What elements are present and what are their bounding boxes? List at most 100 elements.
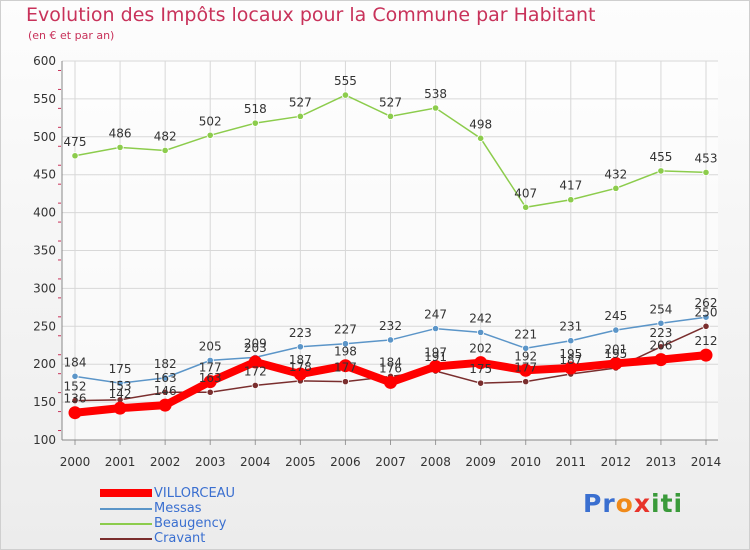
legend-swatch-cravant xyxy=(100,538,152,540)
data-label-messas: 247 xyxy=(424,308,447,322)
data-label-messas: 254 xyxy=(649,302,672,316)
data-point-villorceau xyxy=(519,363,533,377)
legend-label-cravant: Cravant xyxy=(154,531,206,546)
data-point-beaugency xyxy=(116,143,124,152)
data-point-beaugency xyxy=(251,119,259,127)
data-point-messas xyxy=(206,356,214,365)
data-point-villorceau xyxy=(338,359,352,373)
data-point-cravant xyxy=(522,378,530,386)
data-label-beaugency: 518 xyxy=(244,102,267,116)
data-point-villorceau xyxy=(158,398,172,412)
y-tick-label: 500 xyxy=(33,130,56,144)
data-point-beaugency xyxy=(296,112,304,120)
data-label-cravant: 163 xyxy=(154,371,177,385)
data-label-cravant: 187 xyxy=(559,353,582,367)
data-label-cravant: 175 xyxy=(469,362,492,376)
data-label-beaugency: 527 xyxy=(289,95,312,109)
data-label-beaugency: 527 xyxy=(379,95,402,109)
data-label-villorceau: 146 xyxy=(154,384,177,398)
data-label-cravant: 250 xyxy=(695,305,718,319)
data-label-villorceau: 206 xyxy=(649,339,672,353)
data-point-messas xyxy=(71,372,79,380)
data-label-messas: 182 xyxy=(154,357,177,371)
data-point-villorceau xyxy=(699,348,713,362)
data-point-beaugency xyxy=(71,152,79,160)
data-point-villorceau xyxy=(113,401,127,415)
data-label-messas: 184 xyxy=(64,355,87,369)
x-tick-label: 2003 xyxy=(195,455,226,469)
data-point-cravant xyxy=(657,343,665,351)
data-point-messas xyxy=(116,379,124,387)
data-point-beaugency xyxy=(657,167,665,175)
data-point-cravant xyxy=(206,388,214,396)
data-label-villorceau: 202 xyxy=(469,342,492,356)
data-label-cravant: 152 xyxy=(64,380,87,394)
x-tick-label: 2012 xyxy=(601,455,632,469)
x-tick-label: 2009 xyxy=(465,455,496,469)
data-label-villorceau: 192 xyxy=(514,349,537,363)
data-point-messas xyxy=(296,343,304,351)
legend-swatch-messas xyxy=(100,508,152,510)
data-label-cravant: 191 xyxy=(424,350,447,364)
y-tick-label: 300 xyxy=(33,281,56,295)
data-point-messas xyxy=(386,336,395,344)
data-label-messas: 175 xyxy=(109,362,132,376)
data-point-cravant xyxy=(251,381,259,390)
data-point-messas xyxy=(161,374,169,382)
y-tick-label: 150 xyxy=(33,395,56,409)
data-point-villorceau xyxy=(68,406,82,420)
data-point-messas xyxy=(702,313,710,321)
data-label-beaugency: 475 xyxy=(64,135,87,149)
y-tick-label: 100 xyxy=(33,433,56,447)
data-label-cravant: 163 xyxy=(199,371,222,385)
data-point-villorceau xyxy=(384,375,397,389)
data-label-villorceau: 198 xyxy=(334,345,357,359)
data-label-messas: 227 xyxy=(334,323,357,337)
data-point-messas xyxy=(431,324,440,333)
data-label-cravant: 177 xyxy=(334,361,357,375)
data-point-messas xyxy=(612,326,620,334)
x-tick-label: 2014 xyxy=(691,455,722,469)
data-label-villorceau: 195 xyxy=(559,347,582,361)
data-point-cravant xyxy=(71,396,79,405)
data-label-villorceau: 142 xyxy=(109,387,132,401)
data-point-beaugency xyxy=(431,104,440,112)
data-label-beaugency: 482 xyxy=(154,129,177,143)
data-label-beaugency: 417 xyxy=(559,179,582,193)
chart-title: Evolution des Impôts locaux pour la Comm… xyxy=(26,4,596,26)
data-point-messas xyxy=(522,344,530,352)
data-label-messas: 223 xyxy=(289,326,312,340)
data-label-messas: 205 xyxy=(199,339,222,353)
y-tick-label: 600 xyxy=(33,54,56,68)
data-point-beaugency xyxy=(161,146,169,155)
data-label-villorceau: 176 xyxy=(379,361,402,375)
data-point-cravant xyxy=(702,322,710,330)
data-point-villorceau xyxy=(564,361,578,375)
data-point-messas xyxy=(657,319,665,327)
data-point-beaugency xyxy=(522,203,530,211)
data-point-villorceau xyxy=(609,356,623,370)
chart-subtitle: (en € et par an) xyxy=(28,29,115,42)
data-label-villorceau: 187 xyxy=(289,353,312,367)
data-point-villorceau xyxy=(203,375,217,389)
y-tick-label: 400 xyxy=(33,206,56,220)
data-label-cravant: 178 xyxy=(289,360,312,374)
data-label-cravant: 223 xyxy=(649,326,672,340)
legend-label-messas: Messas xyxy=(154,501,202,516)
x-tick-label: 2001 xyxy=(105,455,136,469)
x-tick-label: 2010 xyxy=(510,455,541,469)
data-point-villorceau xyxy=(429,359,443,373)
data-label-messas: 221 xyxy=(514,327,537,341)
y-tick-label: 200 xyxy=(33,357,56,371)
data-label-beaugency: 486 xyxy=(109,126,132,140)
data-point-cravant xyxy=(477,379,485,387)
x-tick-label: 2008 xyxy=(420,455,451,469)
data-label-beaugency: 538 xyxy=(424,87,447,101)
x-tick-label: 2013 xyxy=(646,455,677,469)
y-tick-label: 250 xyxy=(33,319,56,333)
data-label-villorceau: 212 xyxy=(695,334,718,348)
data-point-villorceau xyxy=(654,353,668,367)
data-label-cravant: 172 xyxy=(244,364,267,378)
data-label-beaugency: 555 xyxy=(334,74,357,88)
